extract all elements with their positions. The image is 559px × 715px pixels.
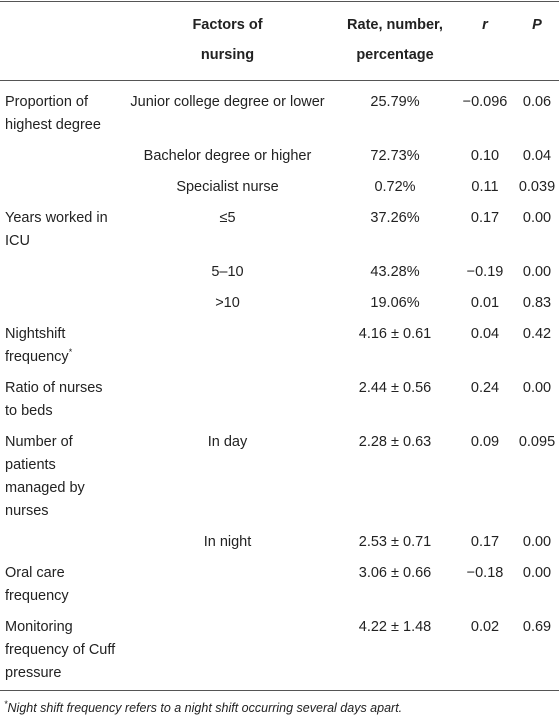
table-row: Monitoring frequency of Cuff pressure 4.2…: [0, 613, 559, 691]
table-cell: [120, 320, 335, 374]
table-cell: 0.06: [522, 94, 552, 110]
table-cell: Bachelor degree or higher: [143, 148, 312, 164]
table-row: Specialist nurse 0.72% 0.11 0.039: [0, 173, 559, 204]
table-cell: 0.00: [522, 264, 552, 280]
table-cell: Junior college degree or lower: [130, 94, 325, 110]
table-cell: 0.69: [522, 619, 552, 635]
table-row: Ratio of nurses to beds 2.44 ± 0.56 0.24 0.…: [0, 374, 559, 428]
table-cell: 2.53 ± 0.71: [358, 534, 432, 550]
table-cell: [0, 173, 120, 204]
table-cell: Number of patients managed by nurses: [5, 434, 85, 519]
table-cell: 0.24: [470, 380, 500, 396]
header-cell: [0, 2, 120, 81]
table-row: Years worked in ICU ≤5 37.26% 0.17 0.00: [0, 204, 559, 258]
table-cell: 72.73%: [370, 148, 420, 164]
table-cell: 0.01: [470, 295, 500, 311]
table-cell: Monitoring frequency of Cuff pressure: [5, 619, 116, 681]
table-body: Proportion of highest degree Junior colle…: [0, 81, 559, 691]
table-cell: 0.11: [471, 179, 499, 195]
table-cell: [0, 289, 120, 320]
table-cell: Years worked in ICU: [5, 210, 108, 249]
table-cell: 0.00: [522, 565, 552, 581]
table-cell: [0, 142, 120, 173]
table-cell: 0.09: [470, 434, 500, 450]
table-cell: In night: [203, 534, 252, 550]
table-cell: 4.16 ± 0.61: [358, 326, 432, 342]
header-cell: Factors of nursing: [120, 2, 335, 81]
header-cell: Rate, number, percentage: [335, 2, 455, 81]
table-cell: 3.06 ± 0.66: [358, 565, 432, 581]
header-text: Rate, number, percentage: [347, 17, 443, 63]
table-cell: −0.18: [466, 565, 504, 581]
table-cell: [0, 258, 120, 289]
table-cell: 0.095: [518, 434, 556, 450]
table-cell: In day: [207, 434, 248, 450]
table-cell: [120, 374, 335, 428]
table-cell: 0.83: [522, 295, 552, 311]
table-cell: 2.44 ± 0.56: [358, 380, 432, 396]
footnote: *Night shift frequency refers to a night…: [0, 691, 559, 715]
table-cell: 0.039: [518, 179, 556, 195]
table-cell: Ratio of nurses to beds: [5, 380, 103, 419]
footnote-text: Night shift frequency refers to a night …: [7, 701, 403, 715]
footnote-mark: *: [68, 347, 73, 358]
table-cell: [120, 613, 335, 691]
table-cell: −0.096: [462, 94, 508, 110]
table-cell: 0.00: [522, 210, 552, 226]
table-cell: 0.02: [470, 619, 500, 635]
table-cell: 37.26%: [370, 210, 420, 226]
header-cell: P: [532, 17, 542, 33]
table-cell: 0.42: [522, 326, 552, 342]
table-cell: ≤5: [219, 210, 236, 226]
table-cell: 19.06%: [370, 295, 420, 311]
data-table: Factors of nursing Rate, number, percent…: [0, 1, 559, 691]
header-cell: r: [482, 17, 488, 33]
table-row: Oral care frequency 3.06 ± 0.66 −0.18 0.00: [0, 559, 559, 613]
table-cell: [0, 528, 120, 559]
table-row: Number of patients managed by nurses In d…: [0, 428, 559, 528]
table-cell: −0.19: [466, 264, 504, 280]
table-cell: 0.10: [470, 148, 500, 164]
table-cell: 0.04: [470, 326, 500, 342]
table-row: In night 2.53 ± 0.71 0.17 0.00: [0, 528, 559, 559]
table-cell: 0.04: [522, 148, 552, 164]
table-row: 5–10 43.28% −0.19 0.00: [0, 258, 559, 289]
table-cell: Oral care frequency: [5, 565, 69, 604]
table-cell: Proportion of highest degree: [5, 94, 101, 133]
table-row: Proportion of highest degree Junior colle…: [0, 81, 559, 143]
table-cell: Nightshift frequency*: [0, 320, 120, 374]
table-cell: 0.17: [470, 534, 500, 550]
table-cell: [120, 559, 335, 613]
table-row: Nightshift frequency* 4.16 ± 0.61 0.04 0.42: [0, 320, 559, 374]
table-cell: 5–10: [211, 264, 244, 280]
table-cell: 4.22 ± 1.48: [358, 619, 432, 635]
table-row: Bachelor degree or higher 72.73% 0.10 0.04: [0, 142, 559, 173]
table-cell: Specialist nurse: [176, 179, 279, 195]
table-cell: 2.28 ± 0.63: [358, 434, 432, 450]
table-cell: 0.00: [522, 380, 552, 396]
cell-text: Nightshift frequency: [5, 326, 69, 365]
table-cell: 25.79%: [370, 94, 420, 110]
table-cell: 0.72%: [374, 179, 416, 195]
table-cell: 0.00: [522, 534, 552, 550]
table-cell: 0.17: [470, 210, 500, 226]
header-row: Factors of nursing Rate, number, percent…: [0, 1, 559, 81]
header-text: Factors of nursing: [192, 17, 263, 63]
table-cell: >10: [215, 295, 240, 311]
table-cell: 43.28%: [370, 264, 420, 280]
table-row: >10 19.06% 0.01 0.83: [0, 289, 559, 320]
